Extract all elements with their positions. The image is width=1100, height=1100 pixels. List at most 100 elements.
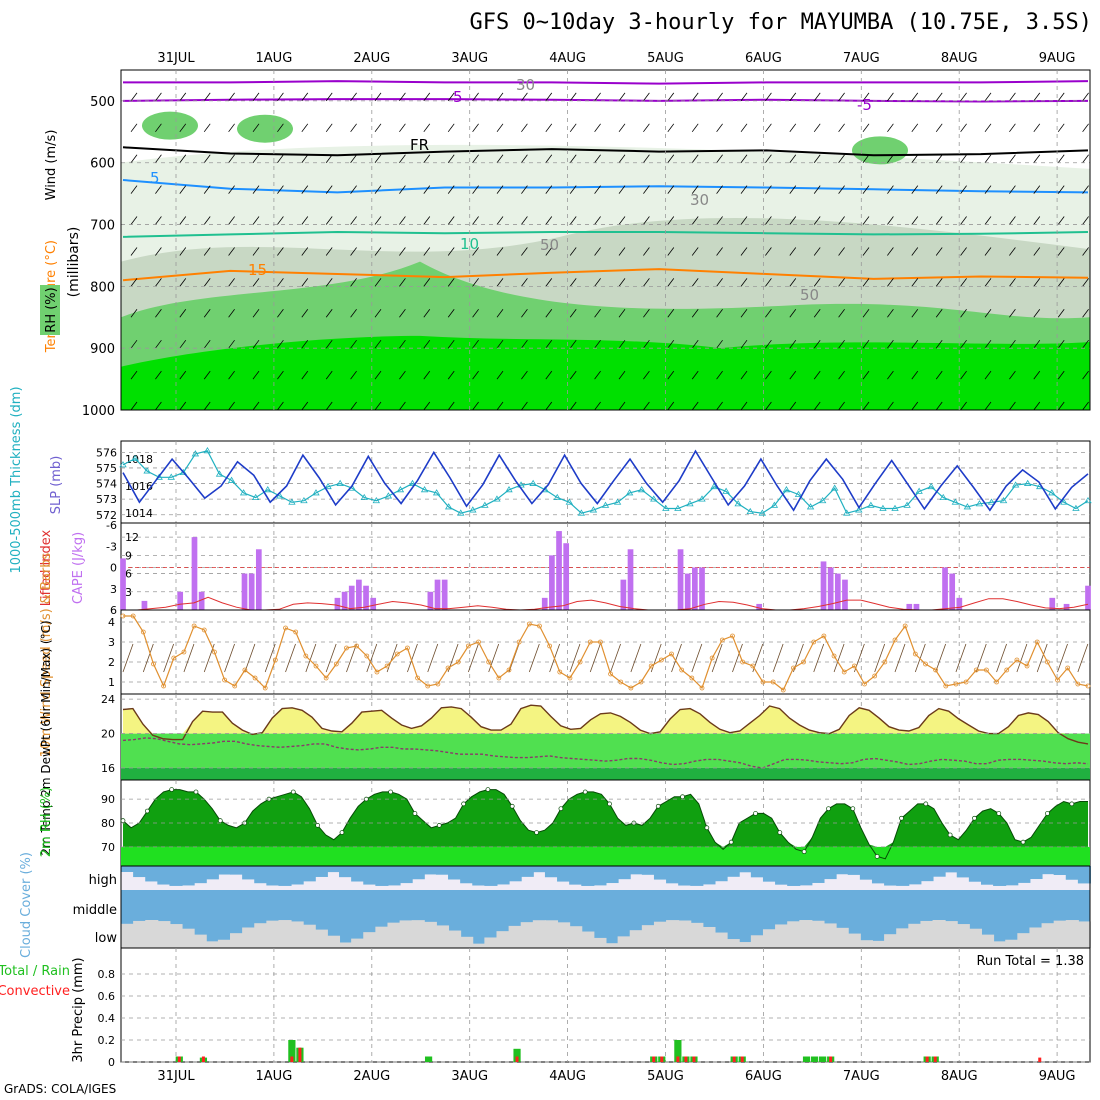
rh-marker: [923, 801, 929, 807]
wind-barb: [423, 92, 431, 102]
thickness-marker: [637, 486, 646, 493]
rain-convective-bar: [684, 1056, 688, 1062]
wind-barb: [935, 643, 947, 673]
wind-speed-marker: [841, 669, 847, 675]
cloud-high-cell: [1065, 866, 1079, 880]
wind-barb: [179, 401, 187, 411]
thickness-marker: [336, 479, 344, 486]
wind-barb: [447, 92, 455, 102]
rain-convective-bar: [177, 1056, 181, 1062]
thickness-marker: [420, 486, 429, 493]
wind-barb: [423, 309, 431, 318]
wind-barb: [765, 247, 772, 256]
rh-marker: [1045, 811, 1050, 816]
wind-speed-marker: [679, 667, 685, 673]
contour-label: -5: [857, 96, 872, 114]
cape-bar: [827, 567, 834, 610]
wind-barb: [1057, 92, 1065, 102]
wind-barb: [472, 339, 479, 349]
cloud-low-cell: [544, 920, 559, 948]
wind-barb: [399, 247, 406, 256]
wind-barb: [667, 339, 675, 349]
cloud-low-cell: [605, 943, 619, 948]
wind-barb: [862, 309, 870, 318]
wind-barb: [618, 309, 626, 318]
wind-barb: [838, 123, 845, 133]
wind-speed-marker: [222, 677, 227, 683]
wind-barb: [155, 247, 162, 256]
wind-barb: [740, 401, 748, 411]
wind-barb: [374, 216, 382, 225]
wind-barb: [874, 643, 886, 673]
thickness-marker: [674, 504, 682, 511]
wind-speed-marker: [262, 685, 268, 691]
contour-label: 30: [516, 76, 535, 94]
wind-speed-marker: [587, 639, 593, 645]
wind-barb: [862, 370, 870, 380]
wind-speed-marker: [415, 675, 420, 681]
wind-speed-marker: [476, 639, 481, 645]
thickness-marker: [830, 484, 839, 491]
wind-barb: [691, 339, 699, 349]
wind-barb: [325, 216, 333, 225]
rh-marker: [728, 839, 734, 845]
wind-speed-marker: [201, 627, 207, 633]
wind-barb: [935, 92, 943, 102]
wind-speed-marker: [658, 657, 664, 663]
thickness-marker: [662, 504, 670, 511]
rain-convective-bar: [692, 1056, 696, 1062]
cloud-high-cell: [254, 866, 268, 884]
cloud-high-cell: [448, 866, 462, 880]
wind-barb: [301, 370, 309, 380]
thickness-marker: [746, 507, 754, 515]
cape-bar: [1063, 603, 1070, 610]
wind-barb: [887, 216, 894, 225]
wind-barb: [472, 92, 479, 102]
wind-barb: [887, 154, 894, 163]
wind-barb: [765, 92, 772, 102]
cloud-low-cell: [835, 927, 849, 948]
cloud-low-cell: [278, 920, 292, 948]
wind-barb: [130, 278, 138, 287]
cloud-high-cell: [399, 866, 413, 884]
wind-barb: [667, 92, 675, 102]
cloud-high-cell: [944, 866, 958, 873]
rh-upper-patch: [142, 111, 198, 140]
wind-barb: [179, 247, 187, 256]
wind-barb: [228, 309, 235, 318]
wind-barb: [914, 643, 926, 673]
upper-air-frame: [120, 69, 1091, 411]
cloud-high-cell: [908, 866, 922, 885]
wind-barb: [789, 123, 797, 133]
thickness-marker: [722, 487, 730, 494]
wind-barb: [399, 278, 406, 287]
wind-barb: [472, 123, 479, 133]
thickness-marker: [867, 501, 875, 508]
cloud-low-cell: [956, 924, 970, 948]
wind-barb: [472, 216, 479, 225]
wind-barb: [691, 401, 699, 411]
wind-barb: [813, 92, 821, 102]
wind-barb: [1009, 154, 1016, 163]
wind-speed-marker: [719, 637, 725, 643]
wind-barb: [716, 154, 723, 163]
thickness-marker: [855, 506, 863, 513]
wind-barb: [130, 216, 138, 225]
wind-barb: [716, 247, 723, 256]
cloud-high-cell: [314, 866, 328, 877]
cloud-high-cell: [702, 866, 716, 885]
cape-bar: [699, 567, 705, 610]
wind-barb: [569, 401, 577, 411]
rh-marker: [607, 801, 612, 807]
y-axis-label-rh2m: 2m RH (%): [39, 787, 54, 858]
thickness-marker: [613, 498, 622, 505]
wind-barb: [1033, 401, 1041, 411]
wind-speed-marker: [699, 685, 705, 691]
wind-barb: [740, 92, 748, 102]
y-tick-label-right: 12: [125, 531, 139, 544]
wind-barb: [545, 247, 553, 256]
thickness-marker: [589, 506, 598, 513]
thickness-marker: [360, 493, 368, 500]
cloud-high-cell: [266, 866, 280, 886]
cloud-high-cell: [484, 866, 498, 886]
